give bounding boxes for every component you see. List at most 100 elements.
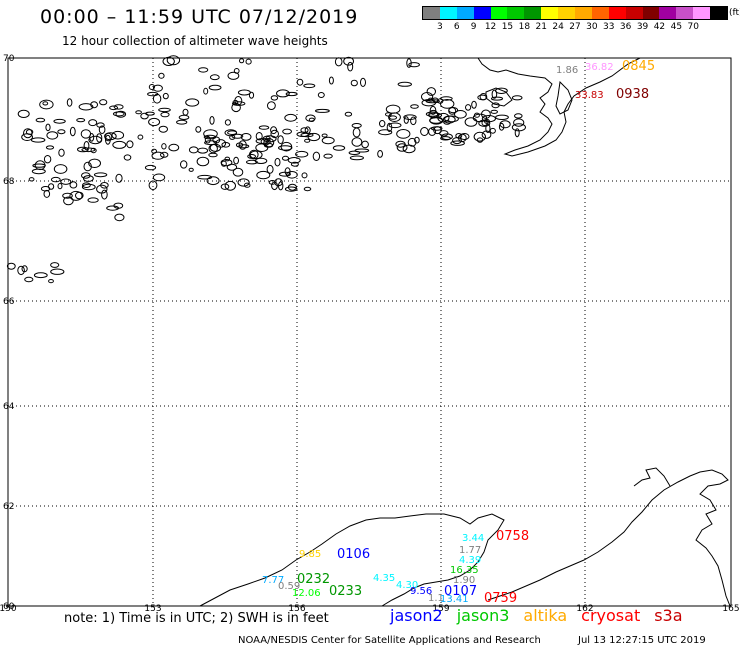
ice-contour	[352, 127, 361, 138]
ice-contour	[385, 104, 401, 114]
ice-contour	[137, 134, 144, 140]
ice-contour	[270, 129, 280, 139]
ice-contour	[396, 143, 408, 152]
ice-contour	[388, 115, 398, 120]
ice-contour	[444, 115, 459, 123]
satellite-label: cryosat	[581, 606, 641, 625]
ice-contour	[166, 55, 181, 66]
wave-height-label: 4.39	[459, 555, 481, 566]
ice-contour	[158, 107, 171, 113]
ice-contour	[420, 127, 429, 136]
map-frame	[7, 57, 732, 607]
axis-tick-labels: 150 153 156 159 162 165 70 68 66 64 62 60	[0, 54, 740, 614]
ice-contour	[348, 150, 361, 156]
ice-contour	[254, 157, 268, 164]
lat-tick-label: 64	[3, 402, 15, 412]
ice-contour	[46, 131, 59, 140]
legend-label: 45	[670, 22, 683, 32]
ice-contour	[151, 151, 165, 160]
ice-contour	[158, 72, 165, 79]
ice-contour	[237, 89, 251, 96]
legend-swatch	[490, 7, 508, 19]
legend-swatch	[659, 7, 677, 19]
ice-contour	[304, 138, 311, 143]
ice-contour	[256, 170, 271, 180]
legend-color-bar	[422, 6, 728, 20]
wave-height-label: 0107	[444, 584, 477, 599]
ice-contour	[209, 116, 215, 125]
lon-tick-label: 156	[288, 604, 305, 614]
ice-contour	[21, 265, 28, 273]
legend-label: 39	[636, 22, 649, 32]
ice-contour	[274, 157, 281, 167]
ice-contour	[471, 100, 477, 109]
wave-height-label: 0106	[337, 547, 370, 562]
ice-contour	[17, 109, 30, 119]
ice-contour	[276, 89, 290, 98]
ice-contour	[255, 143, 269, 152]
ice-contour	[323, 153, 333, 159]
ice-contour	[249, 149, 259, 160]
ice-contour	[491, 102, 500, 109]
ice-contour	[478, 119, 491, 127]
ice-contour	[321, 136, 335, 145]
sea-ice-contours	[6, 55, 527, 284]
wave-height-label: 0.59	[278, 581, 300, 592]
ice-contour	[198, 67, 209, 73]
legend-label: 6	[453, 22, 460, 32]
ice-contour	[490, 96, 504, 101]
ice-contour	[237, 178, 250, 187]
ice-contour	[344, 111, 353, 117]
ice-contour	[334, 57, 343, 67]
ice-contour	[426, 87, 436, 96]
ice-contour	[140, 112, 149, 120]
ice-contour	[144, 164, 157, 171]
coastline-inlet	[555, 80, 573, 115]
ice-contour	[321, 133, 328, 138]
legend-swatch	[693, 7, 711, 19]
ice-contour	[98, 125, 106, 134]
legend-swatch	[423, 7, 440, 19]
ice-contour	[238, 144, 250, 149]
ice-contour	[303, 83, 316, 89]
ice-contour	[105, 134, 111, 145]
legend-label: 33	[603, 22, 615, 32]
page-title: 00:00 – 11:59 UTC 07/12/2019	[40, 6, 359, 28]
legend-swatch	[608, 7, 626, 19]
ice-contour	[204, 135, 211, 144]
ice-contour	[266, 164, 274, 174]
ice-contour	[160, 151, 169, 158]
ice-contour	[208, 84, 222, 91]
coastline-south	[199, 513, 505, 607]
ice-contour	[267, 101, 276, 110]
legend-label: 24	[552, 22, 564, 32]
ice-contour	[495, 114, 509, 121]
ice-contour	[152, 173, 166, 182]
ice-contour	[476, 137, 484, 143]
ice-contour	[231, 133, 244, 139]
ice-contour	[457, 133, 467, 142]
ice-contour	[161, 143, 167, 150]
legend-swatch	[591, 7, 609, 19]
ice-contour	[477, 94, 488, 101]
legend-label: 12	[484, 22, 497, 32]
ice-contour	[465, 104, 472, 111]
legend-swatch	[439, 7, 457, 19]
ice-contour	[101, 189, 108, 200]
wave-height-label: 12.06	[292, 588, 321, 599]
ice-contour	[255, 132, 263, 141]
ice-contour	[148, 180, 158, 191]
wave-height-label: 16.35	[450, 565, 479, 576]
ice-contour	[425, 111, 439, 117]
ice-contour	[89, 133, 95, 142]
ice-contour	[490, 109, 499, 114]
ice-contour	[39, 99, 54, 110]
ice-contour	[43, 155, 52, 164]
legend-label: 42	[653, 22, 666, 32]
ice-contour	[115, 173, 123, 183]
ice-contour	[17, 265, 25, 276]
ice-contour	[88, 158, 101, 169]
ice-contour	[301, 172, 308, 179]
wave-height-label: 4.35	[373, 573, 395, 584]
